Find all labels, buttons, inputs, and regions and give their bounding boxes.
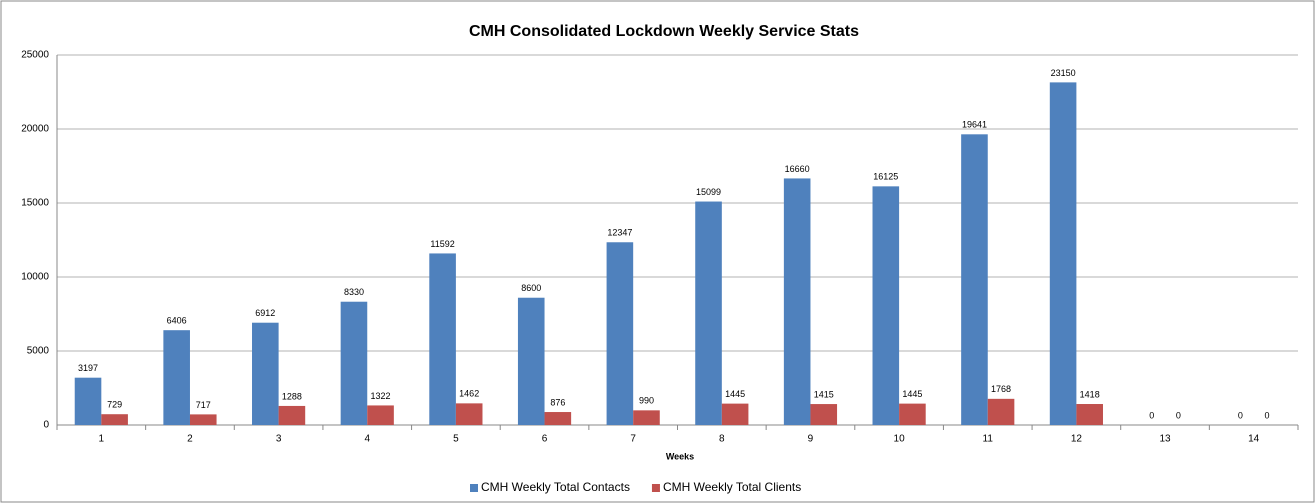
data-label: 16660 <box>785 164 810 174</box>
data-label: 729 <box>107 400 122 410</box>
x-tick-label: 3 <box>276 434 282 445</box>
data-label: 16125 <box>873 172 898 182</box>
data-label: 717 <box>196 400 211 410</box>
x-tick-label: 7 <box>630 434 636 445</box>
x-tick-label: 5 <box>453 434 459 445</box>
x-tick-label: 1 <box>99 434 105 445</box>
y-tick-label: 20000 <box>21 124 49 135</box>
chart-title: CMH Consolidated Lockdown Weekly Service… <box>469 23 859 40</box>
bar <box>517 297 545 425</box>
bar <box>606 242 634 425</box>
data-label: 1445 <box>725 389 745 399</box>
data-label: 1322 <box>371 391 391 401</box>
data-label: 23150 <box>1051 68 1076 78</box>
x-tick-label: 10 <box>894 434 906 445</box>
bar <box>278 405 306 425</box>
y-tick-label: 15000 <box>21 198 49 209</box>
data-label: 1462 <box>459 389 479 399</box>
x-axis-title: Weeks <box>666 451 694 461</box>
data-label: 6912 <box>255 308 275 318</box>
y-tick-label: 5000 <box>27 346 50 357</box>
bar <box>455 403 483 425</box>
bar <box>101 414 128 425</box>
y-tick-label: 10000 <box>21 272 49 283</box>
x-tick-label: 12 <box>1071 434 1083 445</box>
data-label: 8600 <box>521 283 541 293</box>
data-label: 0 <box>1149 410 1154 420</box>
data-label: 0 <box>1176 410 1181 420</box>
x-tick-label: 13 <box>1159 434 1171 445</box>
data-label: 12347 <box>607 228 632 238</box>
bar <box>961 134 988 425</box>
y-tick-label: 0 <box>43 420 49 431</box>
bar <box>163 330 190 425</box>
data-label: 1418 <box>1080 389 1100 399</box>
x-tick-label: 2 <box>187 434 193 445</box>
bar <box>633 410 660 425</box>
x-tick-label: 9 <box>808 434 814 445</box>
x-tick-label: 14 <box>1248 434 1260 445</box>
data-label: 1445 <box>902 389 922 399</box>
data-label: 1768 <box>991 384 1011 394</box>
data-label: 19641 <box>962 120 987 130</box>
data-label: 1288 <box>282 391 302 401</box>
bar <box>74 377 102 425</box>
data-label: 15099 <box>696 187 721 197</box>
bar <box>783 178 811 425</box>
bar <box>252 322 279 425</box>
bar <box>899 403 926 425</box>
bar <box>987 398 1015 425</box>
data-label: 876 <box>550 397 565 407</box>
bar <box>695 201 722 425</box>
bar <box>544 412 572 425</box>
bar <box>810 404 838 425</box>
bar <box>872 186 900 425</box>
data-label: 3197 <box>78 363 98 373</box>
bar <box>1049 82 1077 425</box>
x-tick-label: 11 <box>983 434 994 445</box>
legend-label: CMH Weekly Total Contacts <box>481 480 630 494</box>
data-label: 0 <box>1264 410 1269 420</box>
x-tick-label: 8 <box>719 434 725 445</box>
y-tick-label: 25000 <box>21 50 49 61</box>
bar <box>189 414 217 425</box>
x-tick-label: 6 <box>542 434 548 445</box>
bar <box>429 253 456 425</box>
data-label: 990 <box>639 396 654 406</box>
data-label: 6406 <box>167 316 187 326</box>
legend-swatch <box>651 484 660 492</box>
bar <box>367 405 394 425</box>
bar <box>340 301 368 425</box>
data-label: 1415 <box>814 389 834 399</box>
data-label: 0 <box>1238 410 1243 420</box>
x-tick-label: 4 <box>364 434 370 445</box>
legend-swatch <box>470 484 478 492</box>
data-label: 11592 <box>430 239 454 249</box>
bar <box>721 403 749 425</box>
bar <box>1076 404 1103 425</box>
data-label: 8330 <box>344 287 364 297</box>
legend-label: CMH Weekly Total Clients <box>663 480 801 494</box>
